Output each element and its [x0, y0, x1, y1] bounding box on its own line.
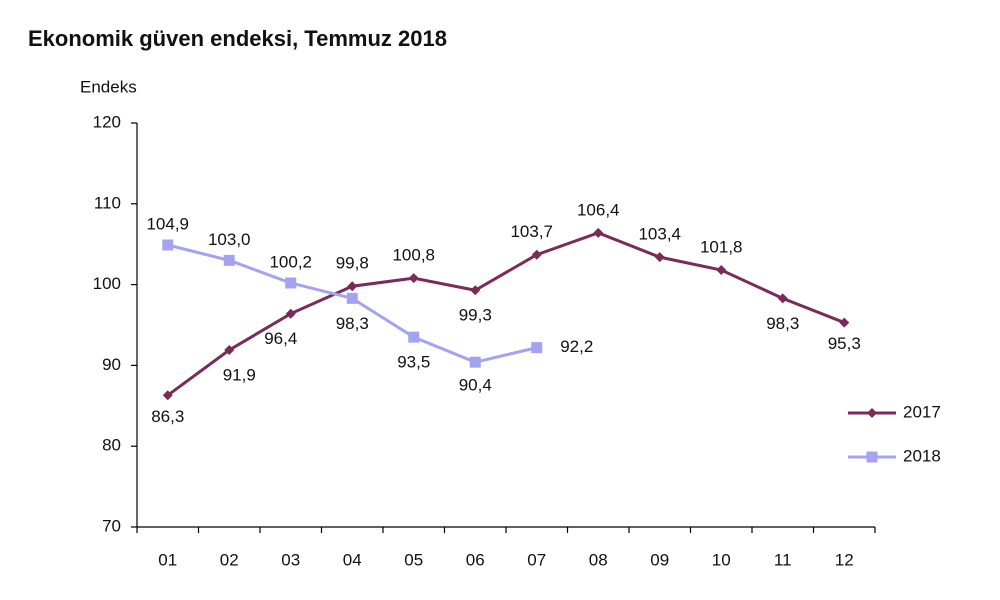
x-tick-label: 03	[281, 550, 300, 569]
x-tick-label: 05	[404, 550, 423, 569]
marker	[285, 277, 297, 289]
x-tick-label: 11	[774, 550, 792, 569]
x-tick-label: 01	[158, 550, 177, 569]
data-label: 86,3	[151, 407, 184, 426]
data-label: 104,9	[146, 214, 189, 233]
data-label: 98,3	[766, 314, 799, 333]
data-label: 100,2	[269, 252, 312, 271]
y-tick-label: 90	[102, 355, 121, 374]
chart-title: Ekonomik güven endeksi, Temmuz 2018	[28, 26, 447, 51]
marker	[469, 356, 481, 368]
marker	[839, 317, 850, 328]
marker	[867, 408, 877, 418]
y-tick-label: 120	[93, 112, 121, 131]
marker	[408, 331, 420, 343]
y-tick-label: 70	[102, 516, 121, 535]
legend-label: 2018	[903, 446, 941, 465]
data-label: 106,4	[577, 200, 620, 219]
data-label: 101,8	[700, 238, 743, 257]
marker	[531, 249, 542, 260]
data-label: 98,3	[336, 314, 369, 333]
x-tick-label: 02	[220, 550, 239, 569]
x-tick-label: 09	[650, 550, 669, 569]
marker	[777, 293, 788, 304]
x-tick-label: 07	[527, 550, 546, 569]
y-tick-label: 100	[93, 274, 121, 293]
marker	[470, 285, 481, 296]
data-label: 90,4	[459, 376, 492, 395]
marker	[223, 254, 235, 266]
marker	[593, 227, 604, 238]
data-label: 103,4	[638, 225, 681, 244]
marker	[285, 308, 296, 319]
marker	[654, 252, 665, 263]
marker	[162, 239, 174, 251]
legend-label: 2017	[903, 402, 941, 421]
data-label: 99,3	[459, 306, 492, 325]
data-label: 93,5	[397, 353, 430, 372]
marker	[346, 292, 358, 304]
x-tick-label: 10	[712, 550, 731, 569]
y-tick-label: 80	[102, 436, 121, 455]
marker	[224, 345, 235, 356]
x-tick-label: 06	[466, 550, 485, 569]
y-axis-label: Endeks	[80, 77, 137, 96]
data-label: 103,0	[208, 230, 251, 249]
data-label: 96,4	[264, 329, 297, 348]
data-label: 103,7	[510, 222, 553, 241]
marker	[531, 342, 543, 354]
data-label: 92,2	[560, 337, 593, 356]
y-tick-label: 110	[94, 193, 121, 212]
data-label: 95,3	[828, 334, 861, 353]
x-tick-label: 08	[589, 550, 608, 569]
marker	[716, 265, 727, 276]
x-tick-label: 12	[835, 550, 854, 569]
x-tick-label: 04	[343, 550, 362, 569]
marker	[162, 390, 173, 401]
marker	[408, 273, 419, 284]
marker	[347, 281, 358, 292]
marker	[866, 451, 878, 463]
data-label: 99,8	[336, 254, 369, 273]
series-line	[166, 231, 845, 397]
data-label: 91,9	[223, 366, 256, 385]
data-label: 100,8	[392, 246, 435, 265]
